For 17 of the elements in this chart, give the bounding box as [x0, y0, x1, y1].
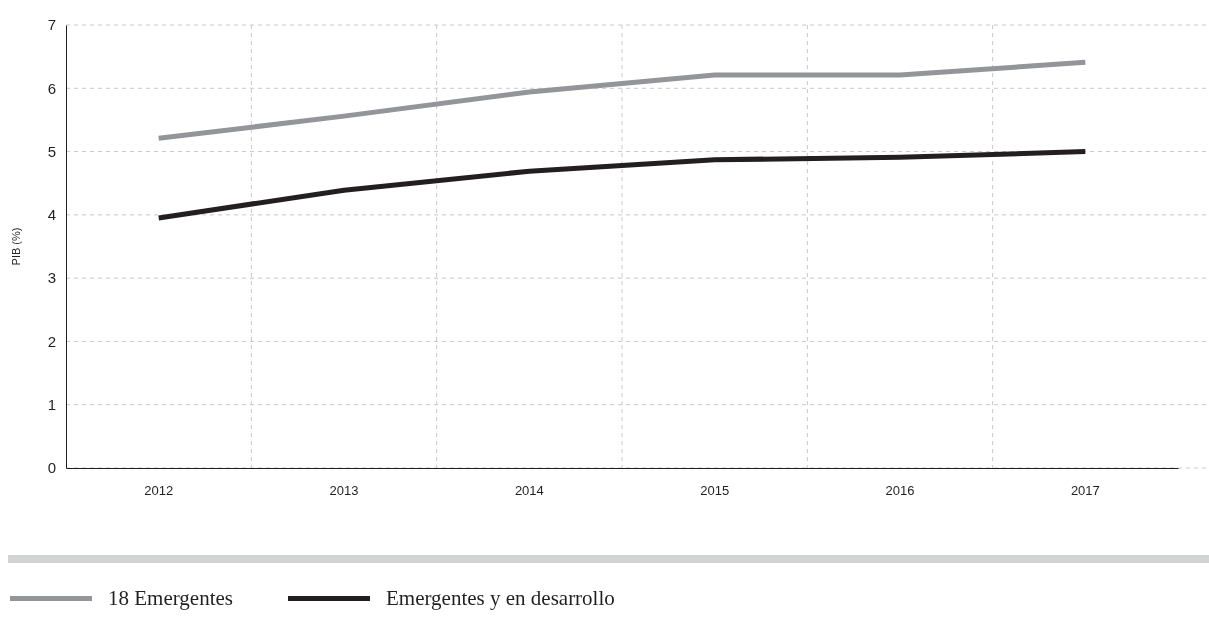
y-tick-label: 6	[47, 79, 56, 97]
y-tick-label: 5	[47, 142, 56, 160]
y-tick-label: 4	[47, 206, 56, 224]
x-tick-label: 2016	[885, 483, 915, 499]
y-tick-label: 2	[47, 332, 56, 350]
x-tick-label: 2014	[514, 483, 544, 499]
y-tick-label: 0	[47, 459, 56, 477]
legend-label: Emergentes y en desarrollo	[386, 586, 615, 610]
y-tick-label: 7	[47, 16, 56, 34]
x-tick-label: 2012	[144, 483, 174, 499]
x-tick-label: 2013	[329, 483, 359, 499]
y-tick-label: 1	[47, 396, 56, 414]
legend-label: 18 Emergentes	[108, 586, 233, 610]
x-tick-label: 2017	[1070, 483, 1100, 499]
y-tick-label: 3	[47, 269, 56, 287]
y-axis-title: PIB (%)	[10, 227, 22, 266]
x-tick-label: 2015	[700, 483, 730, 499]
